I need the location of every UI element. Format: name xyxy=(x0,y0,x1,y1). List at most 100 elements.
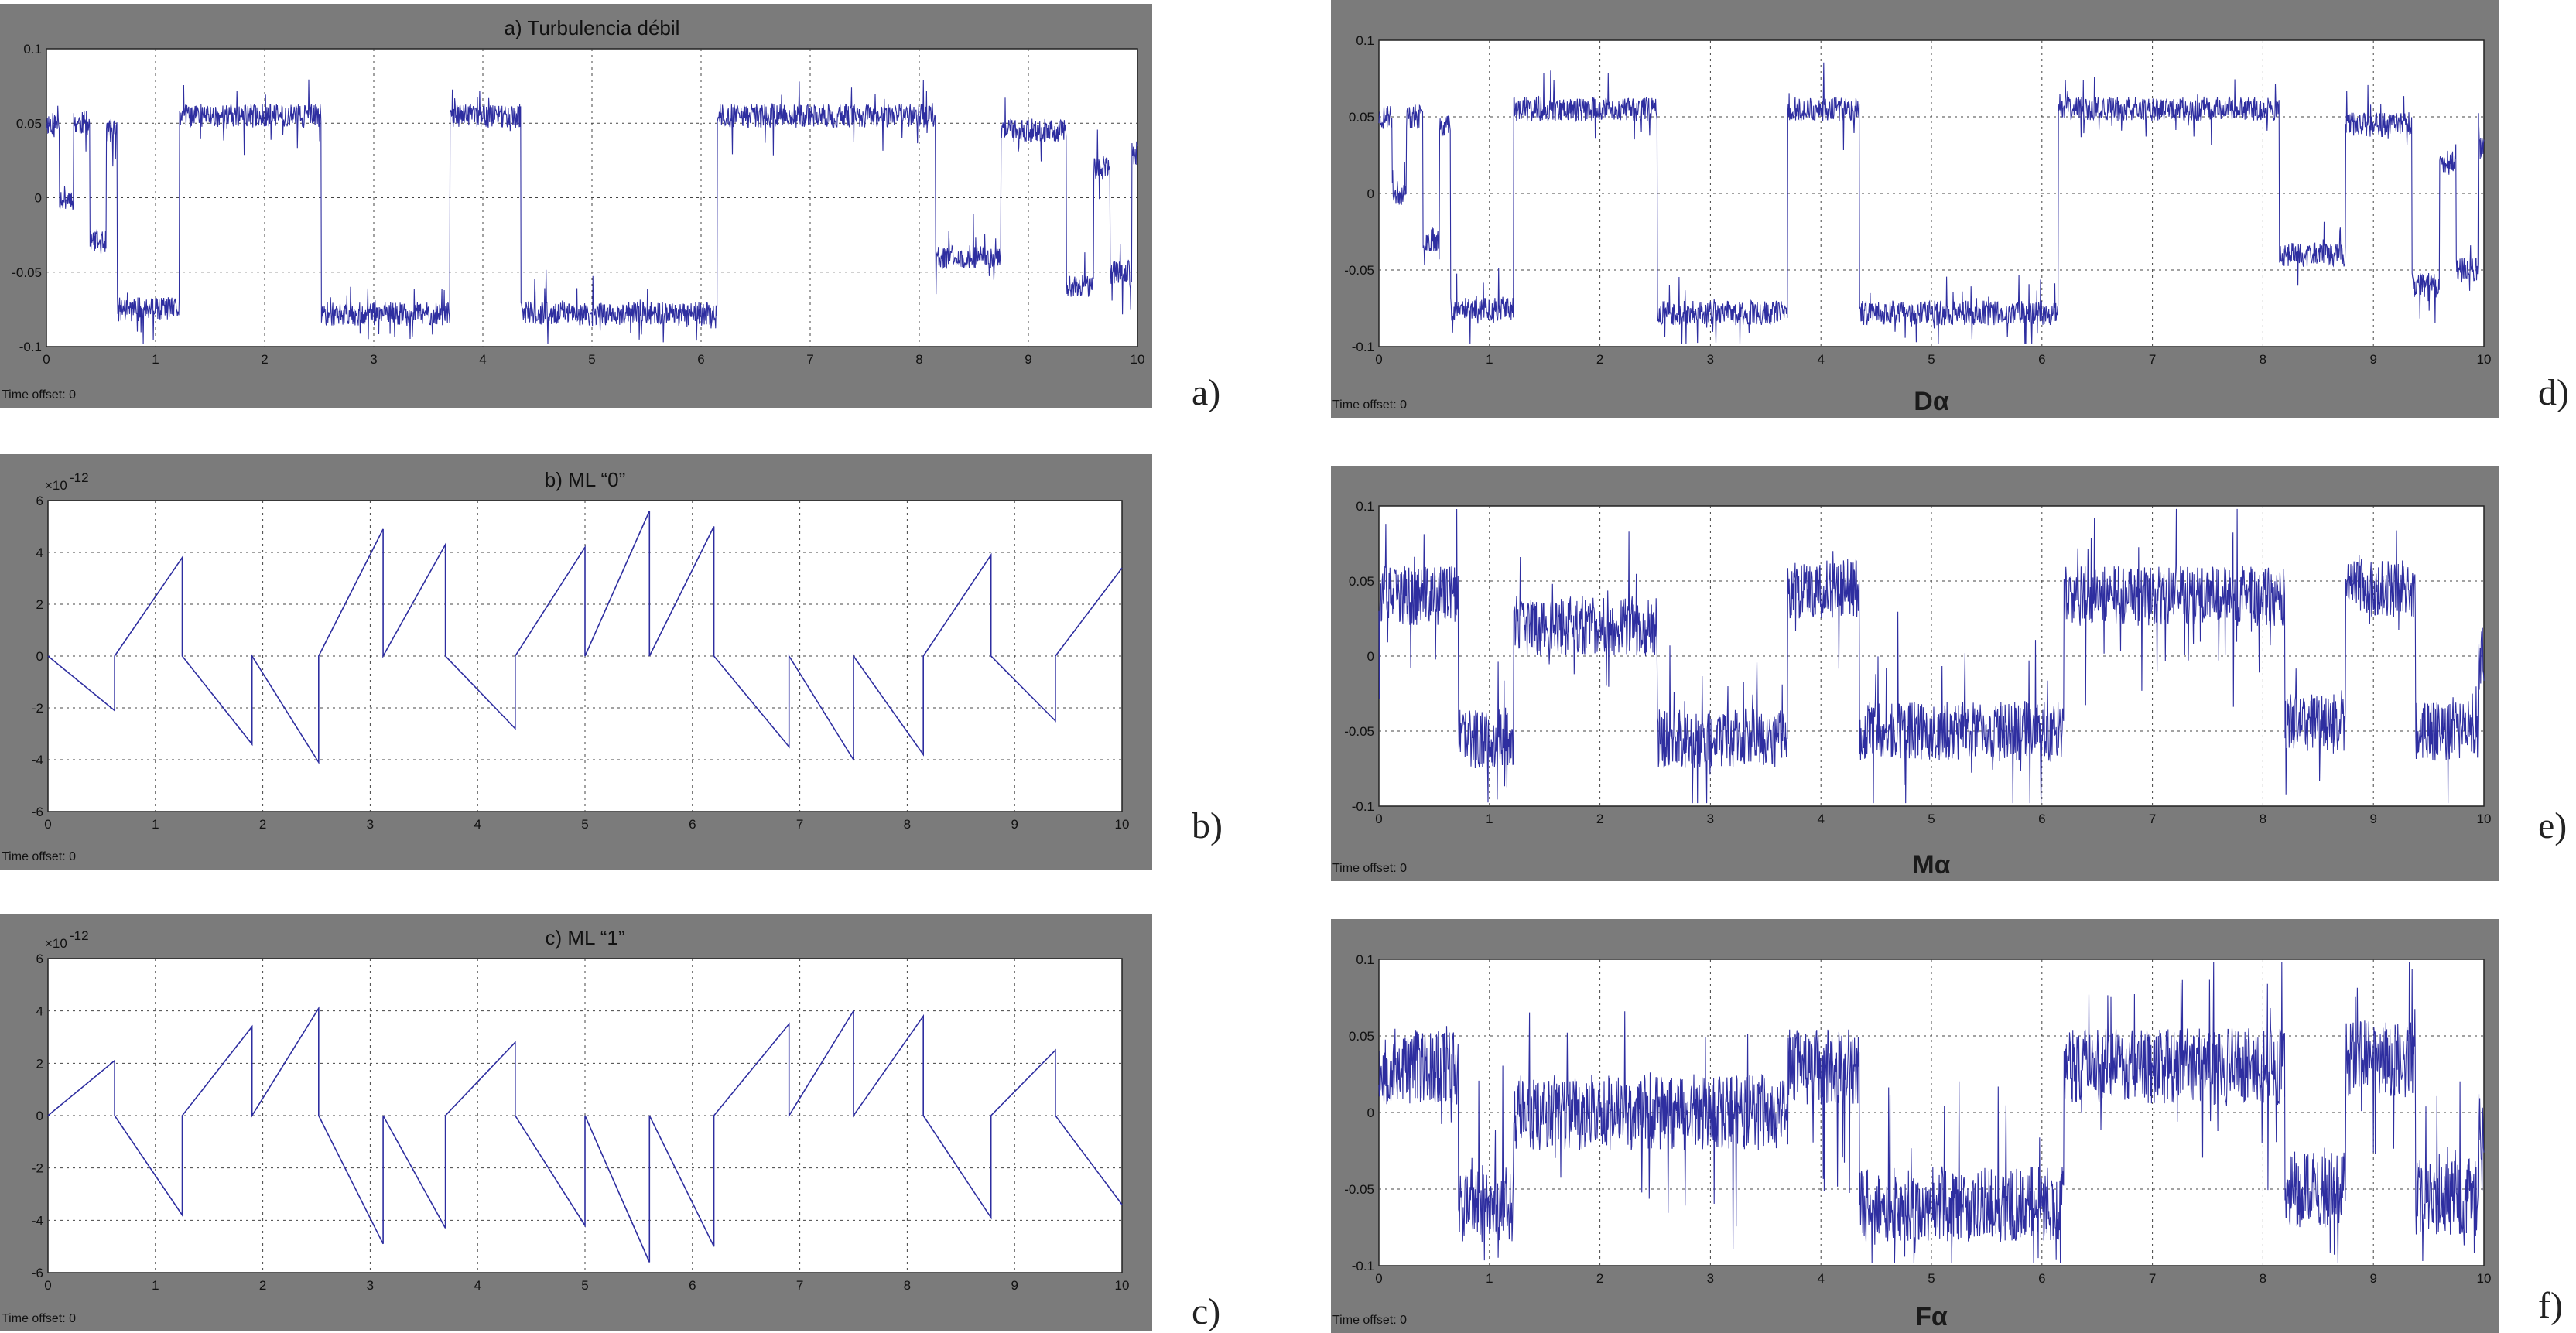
x-tick-label-d-10: 10 xyxy=(2477,352,2492,367)
x-tick-label-b-2: 2 xyxy=(259,817,266,832)
y-tick-label-b-4: 2 xyxy=(36,597,43,612)
y-tick-label-b-1: -4 xyxy=(32,753,43,767)
x-tick-label-f-1: 1 xyxy=(1486,1271,1493,1286)
x-tick-label-b-3: 3 xyxy=(367,817,374,832)
x-tick-label-a-1: 1 xyxy=(152,352,159,367)
y-tick-label-c-4: 2 xyxy=(36,1056,43,1071)
x-tick-label-c-5: 5 xyxy=(581,1278,588,1293)
x-tick-label-e-5: 5 xyxy=(1928,812,1935,826)
y-tick-label-e-2: 0 xyxy=(1367,649,1374,664)
x-tick-label-d-9: 9 xyxy=(2369,352,2376,367)
y-tick-label-f-1: -0.05 xyxy=(1344,1182,1374,1197)
y-exponent-c: ×10 xyxy=(45,936,67,951)
y-tick-label-c-5: 4 xyxy=(36,1004,43,1019)
y-tick-label-a-2: 0 xyxy=(35,191,42,206)
x-tick-label-e-8: 8 xyxy=(2260,812,2266,826)
x-tick-label-d-6: 6 xyxy=(2038,352,2045,367)
chart-e: 0 1 2 3 4 5 6 7 8 9 10 -0.1 -0.05 0 0.05 0.1 Time offset… xyxy=(1332,499,2491,880)
grid-b xyxy=(48,501,1122,812)
series-line-f xyxy=(1378,962,2485,1263)
x-tick-label-c-4: 4 xyxy=(474,1278,481,1293)
y-tick-label-c-6: 6 xyxy=(36,952,43,966)
x-tick-label-e-1: 1 xyxy=(1486,812,1493,826)
y-tick-label-f-2: 0 xyxy=(1367,1106,1374,1120)
chart-panel-e: 0 1 2 3 4 5 6 7 8 9 10 -0.1 -0.05 0 0.05 0.1 Time offset… xyxy=(1331,466,2499,881)
x-tick-label-e-6: 6 xyxy=(2038,812,2045,826)
side-label-c: c) xyxy=(1192,1291,1221,1332)
y-tick-label-e-3: 0.05 xyxy=(1349,574,1374,589)
side-label-a: a) xyxy=(1192,372,1221,413)
y-tick-label-d-1: -0.05 xyxy=(1344,263,1374,278)
x-tick-label-b-5: 5 xyxy=(581,817,588,832)
x-tick-label-d-8: 8 xyxy=(2260,352,2266,367)
x-tick-label-f-4: 4 xyxy=(1817,1271,1824,1286)
x-tick-label-b-1: 1 xyxy=(152,817,159,832)
x-tick-label-c-9: 9 xyxy=(1011,1278,1018,1293)
y-tick-label-e-4: 0.1 xyxy=(1356,499,1374,514)
x-tick-label-f-2: 2 xyxy=(1596,1271,1603,1286)
x-tick-label-f-3: 3 xyxy=(1707,1271,1714,1286)
y-tick-label-b-6: 6 xyxy=(36,494,43,508)
series-line-a xyxy=(46,79,1138,344)
series-line-c xyxy=(47,1006,1123,1263)
chart-panel-b: 0 1 2 3 4 5 6 7 8 9 10 -6 -4 -2 0 2 4 6 ×10 -12 b) ML “0” Tim… xyxy=(0,454,1152,870)
x-tick-label-f-8: 8 xyxy=(2260,1271,2266,1286)
x-tick-label-d-0: 0 xyxy=(1375,352,1382,367)
x-tick-label-e-4: 4 xyxy=(1817,812,1824,826)
y-tick-label-f-0: -0.1 xyxy=(1352,1259,1374,1273)
x-tick-label-d-2: 2 xyxy=(1596,352,1603,367)
y-tick-label-b-3: 0 xyxy=(36,649,43,664)
y-tick-label-a-0: -0.1 xyxy=(19,340,42,354)
x-tick-label-b-8: 8 xyxy=(904,817,911,832)
x-tick-label-a-0: 0 xyxy=(43,352,50,367)
x-tick-label-d-5: 5 xyxy=(1928,352,1935,367)
chart-title-b: b) ML “0” xyxy=(545,468,626,491)
time-offset-f: Time offset: 0 xyxy=(1332,1314,1407,1327)
chart-title-c: c) ML “1” xyxy=(545,926,624,949)
x-tick-label-f-6: 6 xyxy=(2038,1271,2045,1286)
side-label-f: f) xyxy=(2538,1285,2563,1326)
x-tick-label-f-10: 10 xyxy=(2477,1271,2492,1286)
x-tick-label-a-4: 4 xyxy=(479,352,486,367)
side-label-b: b) xyxy=(1192,805,1223,846)
x-tick-label-d-7: 7 xyxy=(2149,352,2156,367)
x-tick-label-a-9: 9 xyxy=(1025,352,1031,367)
side-label-d: d) xyxy=(2538,372,2569,413)
x-tick-label-c-0: 0 xyxy=(44,1278,51,1293)
x-tick-label-b-10: 10 xyxy=(1115,817,1130,832)
y-tick-label-c-3: 0 xyxy=(36,1109,43,1123)
x-tick-label-b-6: 6 xyxy=(689,817,696,832)
time-offset-b: Time offset: 0 xyxy=(2,850,76,863)
y-tick-label-d-4: 0.1 xyxy=(1356,33,1374,48)
x-tick-label-c-6: 6 xyxy=(689,1278,696,1293)
x-tick-label-c-10: 10 xyxy=(1115,1278,1130,1293)
x-tick-label-b-7: 7 xyxy=(796,817,803,832)
time-offset-e: Time offset: 0 xyxy=(1332,862,1407,875)
y-exponent-power-b: -12 xyxy=(70,470,89,485)
x-tick-label-a-8: 8 xyxy=(915,352,922,367)
chart-d: 0 1 2 3 4 5 6 7 8 9 10 -0.1 -0.05 0 0.05 0.1 Time offset… xyxy=(1332,33,2492,416)
time-offset-c: Time offset: 0 xyxy=(2,1312,76,1325)
y-tick-label-e-1: -0.05 xyxy=(1344,724,1374,739)
y-tick-label-a-3: 0.05 xyxy=(16,116,42,131)
x-tick-label-e-2: 2 xyxy=(1596,812,1603,826)
x-tick-label-a-3: 3 xyxy=(370,352,377,367)
y-tick-label-c-2: -2 xyxy=(32,1161,43,1176)
bottom-label-d: Dα xyxy=(1914,387,1949,416)
x-tick-label-c-3: 3 xyxy=(367,1278,374,1293)
x-tick-label-c-2: 2 xyxy=(259,1278,266,1293)
y-tick-label-f-4: 0.1 xyxy=(1356,952,1374,967)
x-tick-label-f-0: 0 xyxy=(1375,1271,1382,1286)
bottom-label-f: Fα xyxy=(1915,1302,1948,1331)
x-tick-label-e-7: 7 xyxy=(2149,812,2156,826)
time-offset-a: Time offset: 0 xyxy=(2,388,76,402)
x-tick-label-a-7: 7 xyxy=(806,352,813,367)
y-tick-label-c-1: -4 xyxy=(32,1213,43,1228)
x-tick-label-d-4: 4 xyxy=(1817,352,1824,367)
y-tick-label-a-1: -0.05 xyxy=(12,265,42,280)
grid-d xyxy=(1379,40,2484,347)
chart-title-a: a) Turbulencia débil xyxy=(505,16,680,39)
x-tick-label-a-5: 5 xyxy=(588,352,595,367)
y-exponent-b: ×10 xyxy=(45,478,67,493)
